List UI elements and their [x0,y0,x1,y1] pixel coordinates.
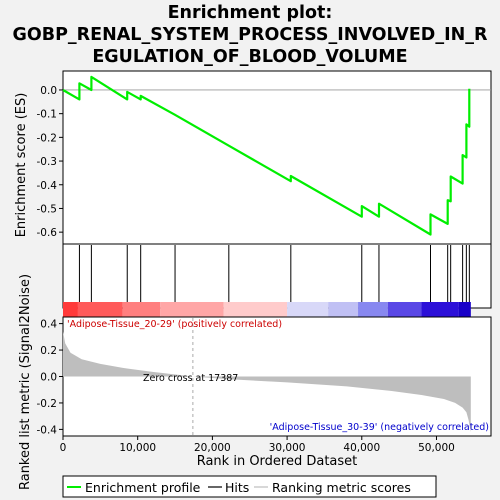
metric-tick-label: -0.4 [37,424,58,436]
metric-tick-label: 0.0 [40,372,57,384]
positive-annotation: 'Adipose-Tissue_20-29' (positively corre… [67,319,282,330]
band-segment [328,302,359,317]
metric-tick-label: -0.2 [37,398,58,410]
metric-axis-label: Ranked list metric (Signal2Noise) [18,274,33,490]
es-panel [62,70,492,245]
title-line-2: GOBP_RENAL_SYSTEM_PROCESS_INVOLVED_IN_R [13,25,488,45]
enrichment-profile-line [62,75,471,236]
band-segment [458,302,471,317]
x-tick-label: 30,000 [269,442,306,454]
es-tick-label: 0.0 [40,85,57,97]
ranking-metric-fill [63,331,471,432]
band-segment [387,302,422,317]
legend-hits-label: Hits [225,480,249,495]
x-tick-label: 20,000 [194,442,231,454]
es-tick-label: -0.1 [37,109,58,121]
es-tick-label: -0.2 [37,132,58,144]
metric-tick-label: 0.2 [40,345,57,357]
band-segment [63,302,78,317]
band-segment [77,302,123,317]
legend-metric-label: Ranking metric scores [272,480,411,495]
es-tick-label: -0.4 [37,180,58,192]
x-axis-label: Rank in Ordered Dataset [197,454,358,469]
title-line-1: Enrichment plot: [168,3,333,23]
es-tick-label: -0.6 [37,227,58,239]
hit-markers [78,245,470,307]
negative-annotation: 'Adipose-Tissue_30-39' (negatively corre… [270,422,489,433]
band-segment [421,302,459,317]
enrichment-profile-path [62,75,471,236]
band-segment [160,302,224,317]
band-segment [223,302,288,317]
es-axis: 0.0 -0.1 -0.2 -0.3 -0.4 -0.5 -0.6 [37,85,63,239]
x-tick-label: 50,000 [418,442,455,454]
x-axis: 0 10,000 20,000 30,000 40,000 50,000 [60,436,455,454]
legend-box [62,475,437,498]
es-tick-label: -0.5 [37,203,58,215]
ranking-color-band [63,302,471,317]
es-axis-label: Enrichment score (ES) [14,93,29,238]
metric-tick-label: 0.4 [40,319,57,331]
band-segment [358,302,388,317]
x-tick-label: 0 [60,442,67,454]
x-tick-label: 10,000 [119,442,156,454]
x-tick-label: 40,000 [343,442,380,454]
metric-axis: 0.4 0.2 0.0 -0.2 -0.4 [37,319,63,436]
ranking-metric-area [63,318,471,435]
title-line-3: EGULATION_OF_BLOOD_VOLUME [92,47,407,67]
band-segment [287,302,329,317]
legend-enrichment-label: Enrichment profile [85,480,201,495]
es-tick-label: -0.3 [37,156,58,168]
band-segment [122,302,161,317]
zero-cross-annotation: Zero cross at 17387 [143,373,238,384]
